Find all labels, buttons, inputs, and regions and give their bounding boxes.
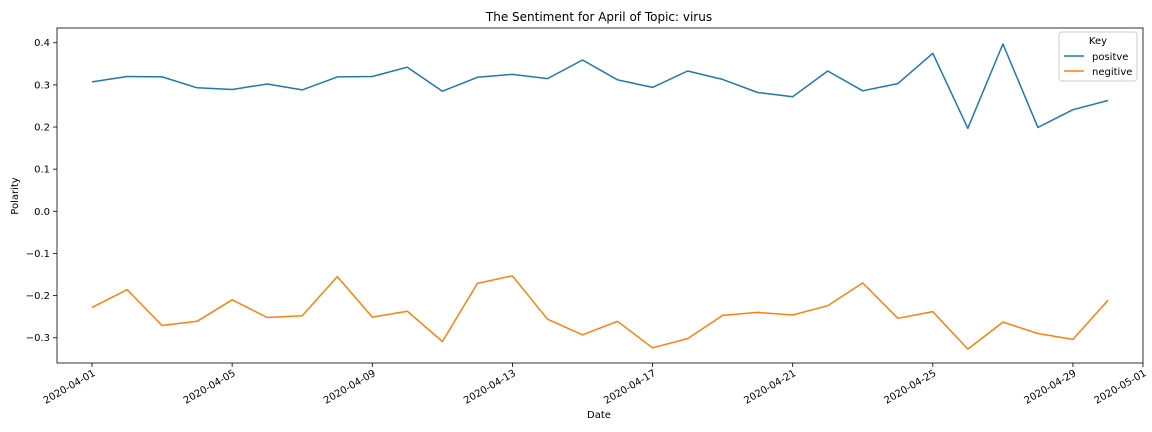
plot-frame (56, 27, 1144, 364)
x-tick-label: 2020-04-17 (602, 368, 658, 407)
x-tick-label: 2020-04-25 (882, 368, 938, 407)
x-tick-label: 2020-05-01 (1093, 368, 1149, 407)
y-tick-label: −0.2 (26, 291, 50, 302)
y-axis: 0.4 0.3 0.2 0.1 0.0 −0.1 −0.2 −0.3 (26, 38, 57, 344)
legend-label-negitive: negitive (1092, 67, 1132, 78)
legend-title: Key (1089, 36, 1107, 47)
x-axis-label: Date (587, 410, 611, 421)
x-tick-label: 2020-04-09 (322, 368, 378, 407)
x-tick-label: 2020-04-13 (462, 368, 518, 407)
y-tick-label: 0.2 (34, 123, 50, 134)
series-group (91, 43, 1109, 350)
legend-label-positve: positve (1092, 52, 1128, 63)
chart-title: The Sentiment for April of Topic: virus (485, 10, 712, 24)
x-tick-label: 2020-04-05 (182, 368, 238, 407)
series-line-negitive (91, 275, 1109, 350)
x-tick-label: 2020-04-01 (42, 368, 98, 407)
y-tick-label: 0.1 (34, 165, 50, 176)
series-line-positve (91, 43, 1109, 130)
y-tick-label: 0.4 (34, 38, 50, 49)
x-tick-label: 2020-04-21 (742, 368, 798, 407)
legend-box (1058, 31, 1138, 82)
legend: Key positve negitive (1058, 31, 1138, 82)
y-tick-label: −0.3 (26, 333, 50, 344)
y-axis-label: Polarity (10, 177, 21, 215)
y-tick-label: 0.0 (34, 207, 50, 218)
x-tick-label: 2020-04-29 (1023, 368, 1079, 407)
y-tick-label: −0.1 (26, 249, 50, 260)
y-tick-label: 0.3 (34, 80, 50, 91)
x-axis: 2020-04-01 2020-04-05 2020-04-09 2020-04-13… (42, 363, 1149, 407)
plot-area (56, 27, 1144, 364)
